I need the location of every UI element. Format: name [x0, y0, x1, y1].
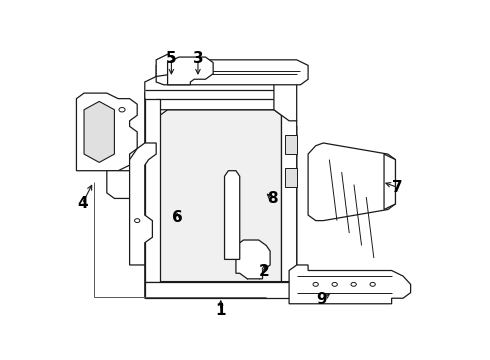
- Polygon shape: [145, 99, 160, 282]
- Polygon shape: [160, 110, 281, 282]
- Text: 8: 8: [267, 191, 277, 206]
- Polygon shape: [129, 143, 156, 265]
- Polygon shape: [308, 143, 395, 221]
- Text: 9: 9: [316, 292, 327, 307]
- Polygon shape: [76, 93, 137, 171]
- Text: 6: 6: [172, 210, 182, 225]
- Polygon shape: [156, 54, 175, 76]
- Text: 3: 3: [193, 51, 203, 66]
- Text: 1: 1: [216, 303, 226, 318]
- Polygon shape: [107, 171, 137, 198]
- Polygon shape: [281, 110, 297, 282]
- Text: 2: 2: [259, 264, 270, 279]
- Polygon shape: [145, 82, 297, 298]
- Polygon shape: [145, 76, 289, 110]
- Polygon shape: [285, 135, 297, 154]
- Polygon shape: [236, 240, 270, 279]
- Text: 7: 7: [392, 180, 403, 195]
- Polygon shape: [285, 168, 297, 187]
- Polygon shape: [145, 282, 297, 298]
- Polygon shape: [168, 57, 213, 85]
- Polygon shape: [224, 171, 240, 260]
- Polygon shape: [274, 76, 297, 121]
- Text: 4: 4: [77, 197, 87, 211]
- Polygon shape: [384, 154, 395, 210]
- Polygon shape: [289, 265, 411, 304]
- Text: 5: 5: [166, 51, 177, 66]
- Polygon shape: [156, 60, 308, 85]
- Polygon shape: [84, 102, 115, 162]
